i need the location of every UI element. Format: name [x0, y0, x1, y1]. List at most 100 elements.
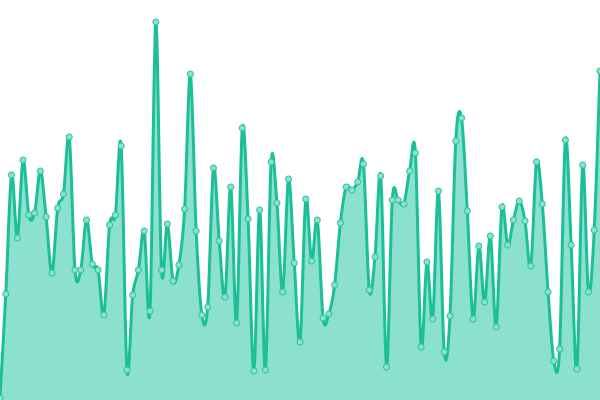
data-point-100 [573, 365, 581, 373]
data-point-54 [308, 257, 316, 265]
data-point-71 [406, 167, 414, 175]
data-point-85 [486, 232, 494, 240]
data-point-22 [123, 366, 131, 374]
data-point-32 [181, 205, 189, 213]
data-point-33 [186, 70, 194, 78]
data-point-24 [134, 266, 142, 274]
data-point-30 [169, 277, 177, 285]
data-point-45 [256, 206, 264, 214]
data-point-55 [313, 216, 321, 224]
data-point-63 [359, 160, 367, 168]
data-point-49 [279, 288, 287, 296]
data-point-12 [65, 133, 73, 141]
data-point-94 [538, 200, 546, 208]
data-point-88 [504, 241, 512, 249]
data-point-53 [302, 195, 310, 203]
data-point-93 [533, 158, 541, 166]
data-point-92 [527, 262, 535, 270]
data-point-36 [204, 303, 212, 311]
data-point-41 [233, 319, 241, 327]
data-point-10 [54, 204, 62, 212]
data-point-15 [83, 216, 91, 224]
data-point-43 [244, 215, 252, 223]
data-point-11 [59, 190, 67, 198]
data-point-101 [579, 161, 587, 169]
area-fill [0, 21, 600, 400]
data-point-59 [336, 219, 344, 227]
data-point-104 [596, 67, 600, 75]
data-point-91 [521, 217, 529, 225]
data-point-50 [284, 175, 292, 183]
data-point-4 [19, 156, 27, 164]
data-point-69 [394, 196, 402, 204]
data-points [0, 18, 600, 400]
data-point-76 [434, 187, 442, 195]
data-point-66 [377, 172, 385, 180]
data-point-21 [117, 142, 125, 150]
data-point-96 [550, 357, 558, 365]
data-point-78 [446, 312, 454, 320]
data-point-60 [342, 183, 350, 191]
data-point-20 [111, 211, 119, 219]
data-point-23 [129, 291, 137, 299]
data-point-13 [71, 266, 79, 274]
data-point-89 [509, 216, 517, 224]
data-point-52 [296, 338, 304, 346]
data-point-19 [106, 221, 114, 229]
data-point-6 [31, 209, 39, 217]
data-point-68 [388, 196, 396, 204]
data-point-98 [561, 136, 569, 144]
data-point-5 [25, 211, 33, 219]
data-point-56 [319, 314, 327, 322]
data-point-58 [331, 281, 339, 289]
data-point-46 [261, 366, 269, 374]
data-point-18 [100, 311, 108, 319]
data-point-17 [94, 266, 102, 274]
data-point-62 [354, 178, 362, 186]
data-point-97 [556, 345, 564, 353]
data-point-39 [221, 293, 229, 301]
data-point-95 [544, 288, 552, 296]
data-point-25 [140, 227, 148, 235]
data-point-57 [325, 310, 333, 318]
data-point-7 [36, 167, 44, 175]
data-point-1 [2, 290, 10, 298]
data-point-26 [146, 307, 154, 315]
data-point-64 [365, 286, 373, 294]
data-point-84 [481, 298, 489, 306]
data-point-87 [498, 203, 506, 211]
data-point-61 [348, 186, 356, 194]
data-point-2 [8, 171, 16, 179]
data-point-9 [48, 269, 56, 277]
data-point-70 [400, 200, 408, 208]
data-point-29 [163, 220, 171, 228]
data-point-31 [175, 261, 183, 269]
data-point-67 [383, 363, 391, 371]
data-point-80 [458, 114, 466, 122]
data-point-34 [192, 227, 200, 235]
data-point-90 [515, 197, 523, 205]
data-point-27 [152, 18, 160, 26]
data-point-38 [215, 237, 223, 245]
data-point-86 [492, 323, 500, 331]
data-point-103 [590, 226, 598, 234]
data-point-14 [77, 266, 85, 274]
data-point-73 [417, 343, 425, 351]
data-point-48 [273, 199, 281, 207]
data-point-16 [88, 260, 96, 268]
data-point-40 [227, 183, 235, 191]
data-point-72 [411, 149, 419, 157]
data-point-35 [198, 311, 206, 319]
data-point-47 [267, 158, 275, 166]
data-point-74 [423, 258, 431, 266]
data-point-65 [371, 253, 379, 261]
data-point-42 [238, 124, 246, 132]
data-point-51 [290, 259, 298, 267]
data-point-81 [463, 207, 471, 215]
data-point-77 [440, 348, 448, 356]
data-point-102 [584, 288, 592, 296]
data-point-82 [469, 315, 477, 323]
data-point-0 [0, 394, 4, 400]
data-point-79 [452, 137, 460, 145]
